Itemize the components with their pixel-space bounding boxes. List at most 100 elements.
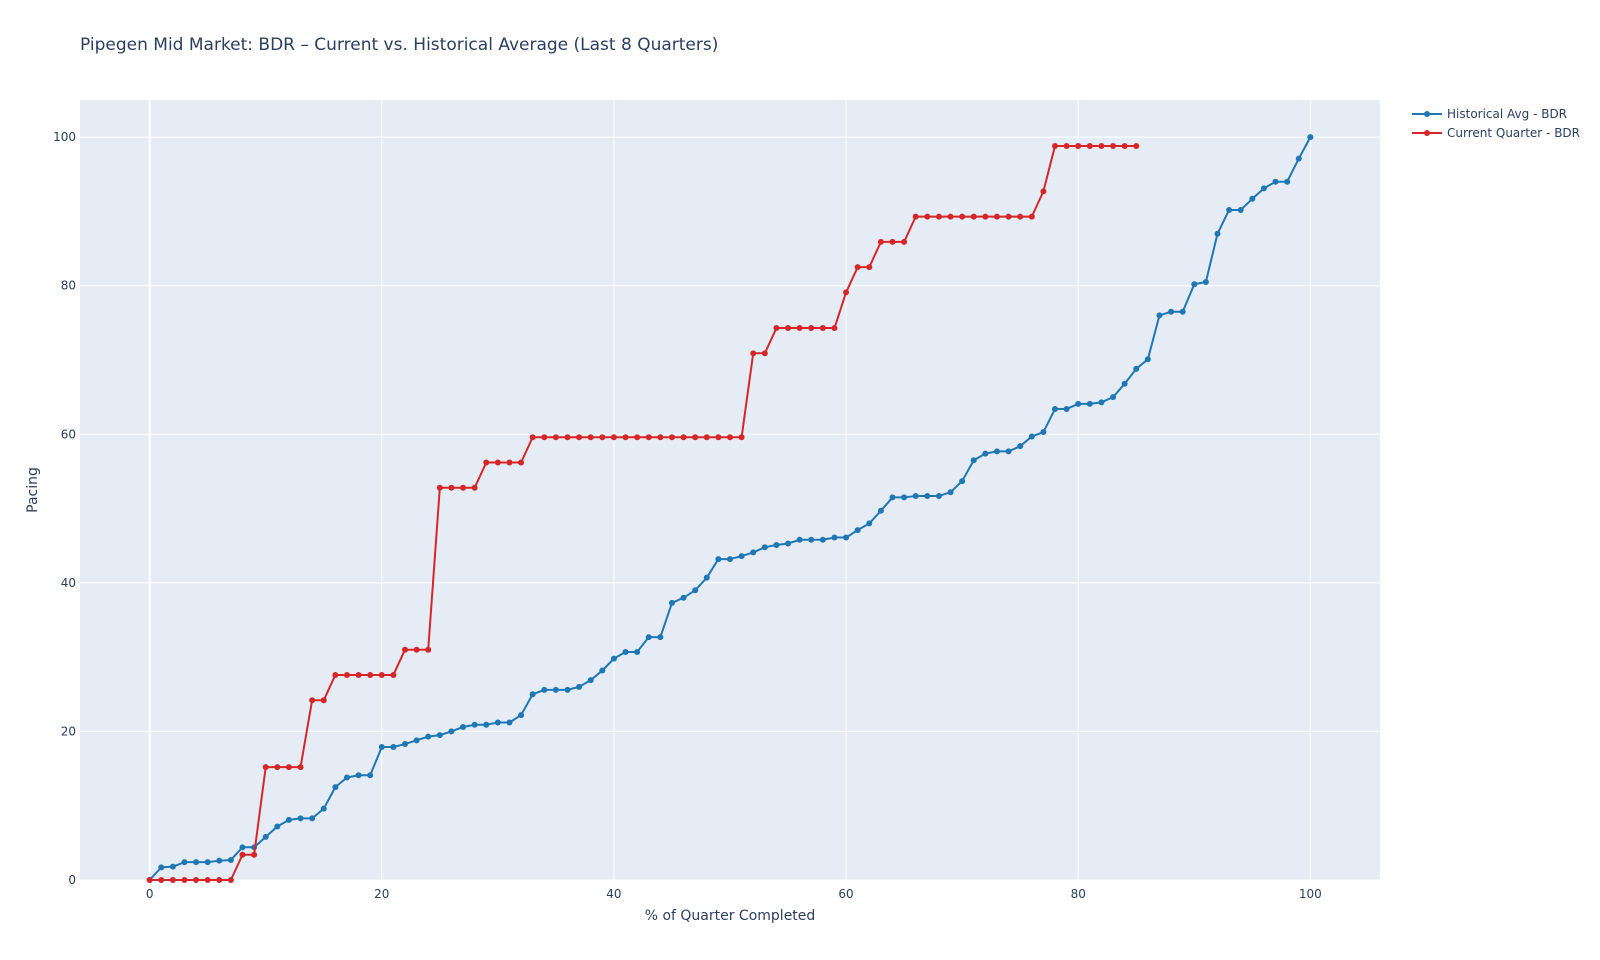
- data-point[interactable]: [390, 744, 397, 751]
- data-point[interactable]: [1144, 356, 1151, 363]
- data-point[interactable]: [1086, 143, 1093, 150]
- data-point[interactable]: [552, 686, 559, 693]
- data-point[interactable]: [297, 815, 304, 822]
- data-point[interactable]: [715, 434, 722, 441]
- data-point[interactable]: [343, 671, 350, 678]
- data-point[interactable]: [1121, 143, 1128, 150]
- data-point[interactable]: [285, 816, 292, 823]
- data-point[interactable]: [819, 536, 826, 543]
- data-point[interactable]: [390, 671, 397, 678]
- legend-item-historical[interactable]: Historical Avg - BDR: [1412, 107, 1567, 121]
- data-point[interactable]: [993, 213, 1000, 220]
- data-point[interactable]: [494, 459, 501, 466]
- data-point[interactable]: [262, 764, 269, 771]
- data-point[interactable]: [251, 851, 258, 858]
- data-point[interactable]: [692, 434, 699, 441]
- data-point[interactable]: [285, 764, 292, 771]
- data-point[interactable]: [216, 877, 223, 883]
- data-point[interactable]: [587, 434, 594, 441]
- data-point[interactable]: [796, 325, 803, 332]
- data-point[interactable]: [982, 213, 989, 220]
- data-point[interactable]: [761, 544, 768, 551]
- data-point[interactable]: [297, 764, 304, 771]
- data-point[interactable]: [1110, 143, 1117, 150]
- data-point[interactable]: [1121, 380, 1128, 387]
- data-point[interactable]: [924, 492, 931, 499]
- data-point[interactable]: [204, 877, 211, 883]
- data-point[interactable]: [518, 459, 525, 466]
- data-point[interactable]: [877, 507, 884, 514]
- data-point[interactable]: [1028, 433, 1035, 440]
- data-point[interactable]: [1052, 143, 1058, 150]
- data-point[interactable]: [1260, 185, 1267, 192]
- data-point[interactable]: [1086, 400, 1093, 407]
- data-point[interactable]: [703, 434, 710, 441]
- data-point[interactable]: [193, 877, 200, 883]
- data-point[interactable]: [1133, 365, 1140, 372]
- legend-item-current[interactable]: Current Quarter - BDR: [1412, 126, 1580, 140]
- data-point[interactable]: [239, 844, 246, 851]
- data-point[interactable]: [1005, 213, 1012, 220]
- data-point[interactable]: [425, 733, 432, 740]
- data-point[interactable]: [947, 489, 954, 496]
- data-point[interactable]: [483, 459, 490, 466]
- data-point[interactable]: [367, 772, 374, 779]
- data-point[interactable]: [901, 494, 908, 501]
- data-point[interactable]: [1295, 155, 1302, 162]
- data-point[interactable]: [309, 697, 316, 704]
- data-point[interactable]: [564, 434, 571, 441]
- data-point[interactable]: [877, 238, 884, 245]
- data-point[interactable]: [169, 877, 176, 883]
- data-point[interactable]: [1075, 400, 1082, 407]
- data-point[interactable]: [935, 213, 942, 220]
- data-point[interactable]: [1005, 448, 1012, 455]
- data-point[interactable]: [402, 646, 408, 653]
- data-point[interactable]: [645, 434, 652, 441]
- data-point[interactable]: [262, 833, 269, 840]
- data-point[interactable]: [854, 527, 861, 534]
- data-point[interactable]: [970, 213, 977, 220]
- data-point[interactable]: [645, 634, 652, 641]
- data-point[interactable]: [448, 484, 455, 491]
- data-point[interactable]: [912, 213, 919, 220]
- data-point[interactable]: [982, 450, 989, 457]
- data-point[interactable]: [657, 634, 664, 641]
- data-point[interactable]: [1133, 143, 1140, 150]
- data-point[interactable]: [402, 741, 408, 748]
- data-point[interactable]: [1017, 443, 1024, 450]
- data-point[interactable]: [483, 721, 490, 728]
- data-point[interactable]: [158, 864, 165, 871]
- data-point[interactable]: [355, 671, 362, 678]
- data-point[interactable]: [773, 325, 780, 332]
- data-point[interactable]: [320, 805, 327, 812]
- data-point[interactable]: [1307, 134, 1314, 141]
- data-point[interactable]: [1052, 406, 1058, 413]
- data-point[interactable]: [158, 877, 165, 883]
- data-point[interactable]: [610, 434, 617, 441]
- data-point[interactable]: [332, 784, 339, 791]
- data-point[interactable]: [274, 823, 281, 830]
- data-point[interactable]: [599, 667, 606, 674]
- data-point[interactable]: [692, 587, 699, 594]
- data-point[interactable]: [785, 540, 792, 547]
- data-point[interactable]: [843, 289, 850, 296]
- data-point[interactable]: [924, 213, 931, 220]
- data-point[interactable]: [622, 434, 629, 441]
- data-point[interactable]: [1272, 178, 1279, 185]
- data-point[interactable]: [1098, 399, 1105, 406]
- data-point[interactable]: [599, 434, 606, 441]
- data-point[interactable]: [506, 719, 513, 726]
- data-point[interactable]: [552, 434, 559, 441]
- data-point[interactable]: [970, 457, 977, 464]
- data-point[interactable]: [239, 851, 246, 858]
- data-point[interactable]: [471, 484, 478, 491]
- data-point[interactable]: [309, 815, 316, 822]
- data-point[interactable]: [343, 774, 350, 781]
- data-point[interactable]: [610, 655, 617, 662]
- data-point[interactable]: [622, 648, 629, 655]
- data-point[interactable]: [436, 484, 443, 491]
- data-point[interactable]: [181, 859, 188, 866]
- data-point[interactable]: [959, 478, 966, 485]
- data-point[interactable]: [959, 213, 966, 220]
- data-point[interactable]: [808, 325, 815, 332]
